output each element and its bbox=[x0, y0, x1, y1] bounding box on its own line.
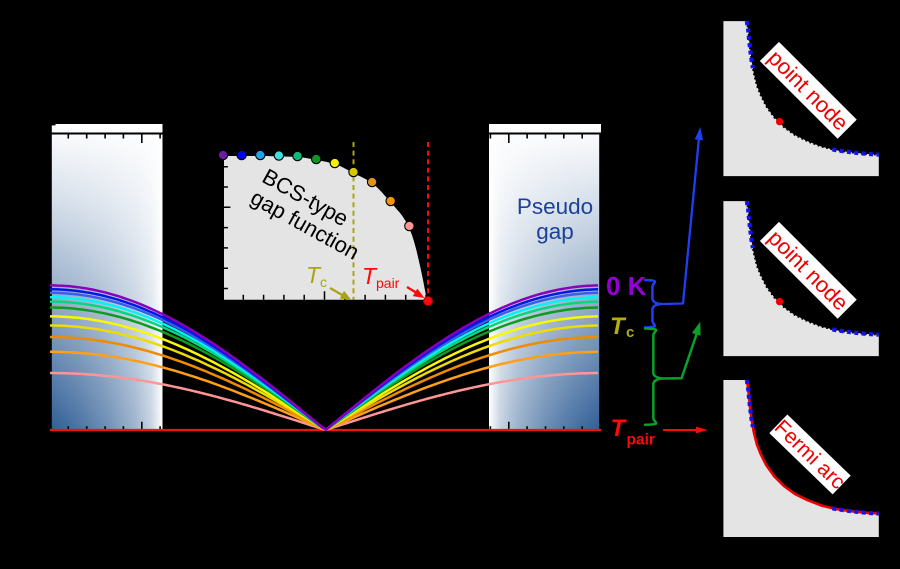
svg-text:pair: pair bbox=[627, 432, 655, 449]
svg-text:c: c bbox=[320, 274, 327, 290]
svg-text:pair: pair bbox=[376, 275, 400, 291]
svg-text:T: T bbox=[306, 262, 322, 288]
svg-text:c: c bbox=[626, 324, 634, 341]
svg-text:T: T bbox=[362, 263, 378, 289]
svg-text:T: T bbox=[610, 313, 627, 340]
svg-text:0 K: 0 K bbox=[606, 271, 647, 301]
svg-text:gap: gap bbox=[536, 219, 574, 244]
svg-text:T: T bbox=[611, 415, 628, 442]
svg-text:Pseudo: Pseudo bbox=[517, 194, 593, 219]
